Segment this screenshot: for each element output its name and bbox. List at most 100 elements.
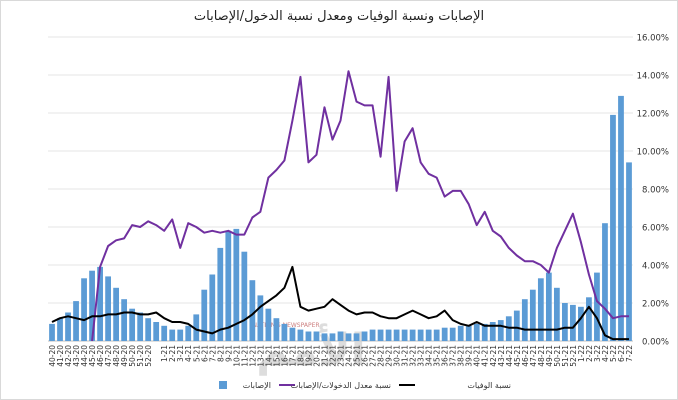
x-tick-label: 17-21: [288, 345, 297, 367]
x-tick-label: 26-21: [361, 345, 370, 367]
x-tick-label: 12-21: [248, 345, 257, 367]
bar: [594, 272, 600, 341]
x-tick-label: 1-22: [577, 345, 586, 362]
bar: [489, 322, 496, 341]
bar: [273, 318, 280, 341]
bar: [578, 306, 584, 341]
bar: [73, 301, 79, 341]
x-tick-label: 47-20: [104, 345, 113, 367]
x-tick-label: 39-21: [465, 345, 474, 367]
x-tick-label: 4-22: [601, 345, 610, 362]
x-tick-label: 48-21: [537, 345, 546, 367]
x-tick-label: 41-21: [481, 345, 490, 367]
x-tick-label: 46-21: [521, 345, 530, 367]
bar: [513, 310, 520, 341]
line-series: [51, 70, 629, 342]
x-tick-label: 50-20: [128, 345, 137, 367]
bar: [161, 325, 168, 341]
x-tick-label: 36-21: [441, 345, 450, 367]
y-axis-ticks: 0.00% 2.00% 4.00% 6.00% 8.00% 10.00% 12.00% 14.…: [637, 34, 669, 348]
x-tick-label: 21-21: [320, 345, 329, 367]
x-tick-label: 30-21: [393, 345, 402, 367]
x-tick-label: 34-21: [425, 345, 434, 367]
x-tick-label: 49-20: [120, 345, 129, 367]
y-tick-label: 14.00%: [637, 72, 669, 82]
y-tick-label: 2.00%: [642, 300, 669, 310]
x-tick-label: 28-21: [377, 345, 386, 367]
bar: [57, 318, 63, 341]
x-tick-label: 52-20: [144, 345, 153, 367]
legend-label: نسبة معدل الدخولات/الإصابات: [291, 381, 391, 391]
x-tick-label: 27-21: [369, 345, 378, 367]
x-tick-label: 47-21: [529, 345, 538, 367]
x-tick-label: 7-22: [625, 345, 634, 362]
bar: [321, 333, 328, 341]
x-tick-label: 42-21: [489, 345, 498, 367]
bar: [145, 318, 152, 341]
bar: [361, 331, 368, 341]
x-tick-label: 43-20: [72, 345, 81, 367]
bar: [89, 270, 95, 341]
x-tick-label: 2-22: [585, 345, 594, 362]
chart-title: الإصابات ونسبة الوفيات ومعدل نسبة الدخول…: [193, 9, 485, 24]
x-tick-label: 10-21: [232, 345, 241, 367]
bar: [449, 327, 456, 341]
series-line: [91, 70, 629, 342]
bar: [521, 299, 528, 341]
bar: [137, 312, 144, 341]
bar: [529, 289, 536, 341]
x-tick-label: 45-21: [513, 345, 522, 367]
y-tick-label: 6.00%: [642, 224, 669, 234]
y-tick-label: 10.00%: [637, 148, 669, 158]
bar: [209, 274, 216, 341]
legend-swatch-bar: [219, 381, 227, 389]
x-tick-label: 31-21: [401, 345, 410, 367]
bar: [81, 278, 87, 341]
bar: [385, 329, 392, 341]
x-tick-label: 49-21: [545, 345, 554, 367]
x-tick-label: 33-21: [417, 345, 426, 367]
x-tick-label: 6-21: [200, 345, 209, 362]
x-tick-label: 22-21: [328, 345, 337, 367]
x-tick-label: 20-21: [312, 345, 321, 367]
x-tick-label: 14-21: [264, 345, 273, 367]
bar: [553, 287, 560, 341]
bar-series: [49, 95, 632, 342]
x-tick-label: 2-21: [168, 345, 177, 362]
bar: [497, 320, 504, 341]
x-tick-label: 13-21: [256, 345, 265, 367]
bar: [345, 333, 352, 341]
x-tick-label: 25-21: [353, 345, 362, 367]
bar: [570, 304, 576, 341]
x-tick-label: 1-21: [160, 345, 169, 362]
x-tick-label: 24-21: [345, 345, 354, 367]
x-tick-label: 42-20: [64, 345, 73, 367]
bar: [217, 247, 224, 341]
y-tick-label: 4.00%: [642, 262, 669, 272]
x-tick-label: 48-20: [112, 345, 121, 367]
legend-label: الإصابات: [243, 381, 271, 391]
legend-label: نسبة الوفيات: [467, 381, 511, 390]
bar: [193, 314, 200, 341]
series-line: [51, 265, 629, 341]
x-tick-label: 5-22: [609, 345, 618, 362]
bar: [441, 327, 448, 341]
bar: [369, 329, 376, 341]
bar: [169, 329, 176, 341]
x-tick-label: 38-21: [457, 345, 466, 367]
bar: [393, 329, 400, 341]
x-tick-label: 44-20: [80, 345, 89, 367]
bar: [177, 329, 184, 341]
bar: [561, 303, 568, 341]
bar: [417, 329, 424, 341]
bar: [353, 333, 360, 341]
bar: [49, 323, 55, 341]
y-tick-label: 8.00%: [642, 186, 669, 196]
x-tick-label: 44-21: [505, 345, 514, 367]
bar: [433, 329, 440, 341]
x-tick-label: 7-21: [208, 345, 217, 362]
bar: [281, 323, 288, 341]
bar: [610, 114, 616, 342]
